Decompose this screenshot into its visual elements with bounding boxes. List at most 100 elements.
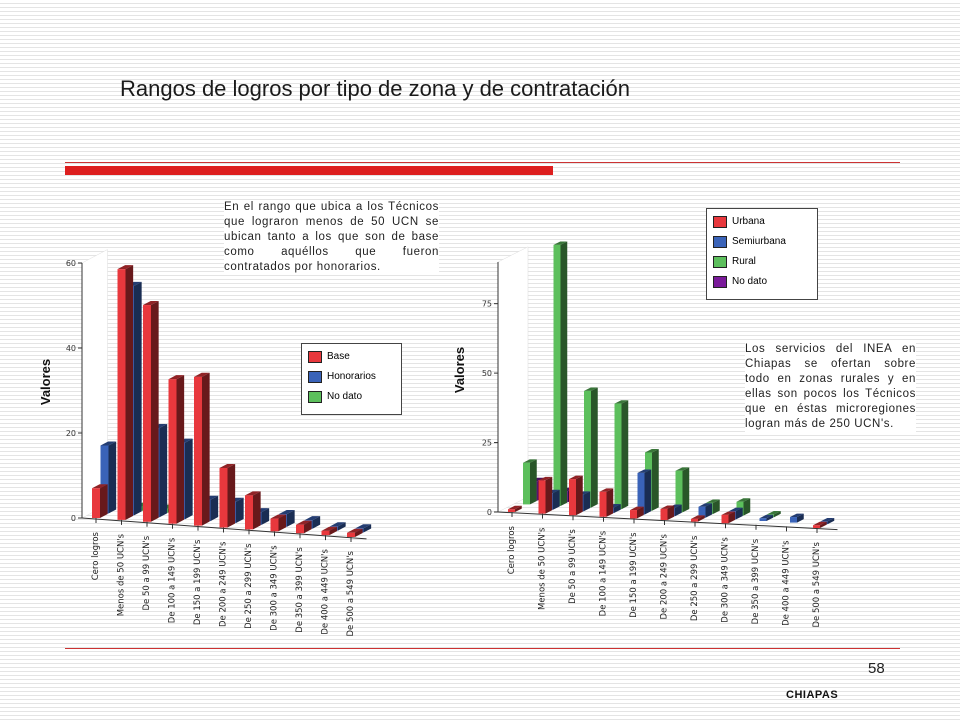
x-tick-label: De 300 a 349 UCN's [721, 537, 731, 623]
legend-swatch [308, 370, 322, 383]
bar-side [125, 265, 134, 520]
x-tick-label: De 350 a 399 UCN's [295, 547, 305, 633]
bar-rural-de-100-a-149-ucn-s [614, 400, 629, 510]
bar-top [569, 475, 583, 480]
bar-side [159, 424, 168, 518]
bar-top [584, 387, 598, 391]
legend-swatch [308, 350, 322, 363]
bar-side [312, 516, 321, 529]
bar-side [515, 505, 522, 512]
bar-side [261, 508, 270, 525]
bar-side [151, 301, 159, 522]
x-axis-line [497, 511, 838, 531]
x-tick-label: De 50 a 99 UCN's [142, 535, 152, 610]
bar-rural-de-200-a-249-ucn-s [675, 467, 690, 513]
bar-side [820, 521, 827, 528]
bar-urbana-de-200-a-249-ucn-s [660, 505, 675, 520]
x-tick-label: De 250 a 299 UCN's [244, 543, 254, 629]
bar-top [355, 524, 372, 529]
bar-side [560, 241, 568, 507]
legend-label: Base [327, 351, 350, 362]
bar-semiurbana-de-250-a-299-ucn-s [698, 503, 713, 518]
bar-front [92, 488, 100, 518]
y-tick-label: 20 [66, 429, 76, 438]
bar-front [117, 269, 126, 520]
bar-front [270, 518, 279, 532]
bar-front [321, 530, 330, 536]
bar-side [797, 513, 804, 523]
bar-urbana-cero-logros [508, 505, 522, 512]
bar-side [236, 497, 244, 523]
y-axis-label: Valores [452, 347, 467, 393]
bar-top [553, 241, 568, 245]
bar-urbana-de-150-a-199-ucn-s [630, 506, 644, 519]
legend-label: Honorarios [327, 371, 376, 382]
bar-front [698, 506, 706, 518]
page-number: 58 [868, 660, 885, 677]
bar-side [667, 505, 675, 520]
x-tick-label: De 500 a 549 UCN's [346, 550, 356, 636]
bar-side [736, 507, 743, 520]
bar-front [759, 518, 767, 521]
bar-top [194, 372, 210, 377]
bar-front [675, 470, 683, 513]
chart-zone-type: 0 25 50 75 Valores Cero logros Menos de 50 UCN… [452, 241, 838, 628]
x-tick-label: Cero logros [91, 531, 101, 580]
bar-front [813, 525, 820, 528]
legend-item: No dato [713, 274, 817, 289]
bar-top [759, 514, 774, 519]
bar-side [766, 514, 774, 521]
bar-base-de-150-a-199-ucn-s [194, 372, 210, 526]
x-tick-label: De 200 a 249 UCN's [219, 541, 229, 627]
bar-front [245, 495, 253, 530]
bar-front [660, 508, 668, 520]
bar-top [219, 463, 236, 468]
x-tick-label: De 400 a 449 UCN's [321, 549, 331, 635]
bar-top [660, 505, 675, 509]
y-tick-label: 40 [66, 344, 76, 353]
bar-side [278, 514, 287, 532]
bar-side [329, 526, 338, 536]
legend-contract-type: Base Honorarios No dato [301, 343, 402, 415]
bar-front [630, 510, 637, 519]
bar-front [219, 468, 228, 528]
bar-top [92, 484, 108, 489]
legend-item: Honorarios [308, 369, 401, 384]
slide-title: Rangos de logros por tipo de zona y de c… [120, 76, 630, 101]
bar-side [675, 504, 682, 517]
bar-rural-de-50-a-99-ucn-s [584, 387, 598, 508]
bar-side [583, 491, 591, 512]
bar-side [530, 459, 537, 505]
bar-rural-cero-logros [523, 459, 537, 505]
bar-top [637, 469, 652, 473]
bar-top [523, 459, 537, 463]
legend-swatch [713, 255, 727, 268]
legend-zone-type: Urbana Semiurbana Rural No dato [706, 208, 818, 300]
bar-top [279, 510, 295, 515]
bar-base-de-400-a-449-ucn-s [321, 526, 338, 536]
x-tick-label: De 50 a 99 UCN's [568, 529, 578, 604]
x-axis-line [81, 517, 367, 540]
bar-top [245, 491, 261, 496]
x-tick-label: De 100 a 149 UCN's [599, 530, 609, 616]
bottom-rule [65, 648, 900, 649]
bar-front [100, 445, 109, 514]
bar-side [176, 375, 185, 524]
bar-front [296, 524, 304, 534]
x-tick-label: Cero logros [507, 525, 517, 574]
legend-swatch [713, 215, 727, 228]
y-tick-label: 50 [482, 369, 492, 378]
bar-top [330, 522, 346, 527]
bar-side [644, 469, 652, 515]
bar-front [790, 517, 797, 523]
legend-label: Semiurbana [732, 236, 786, 247]
x-tick-label: De 150 a 199 UCN's [629, 532, 639, 618]
bar-top [721, 511, 736, 515]
bar-top [168, 375, 185, 380]
bar-front [523, 462, 530, 505]
bar-side [705, 503, 713, 518]
bar-base-de-100-a-149-ucn-s [168, 375, 185, 524]
x-tick-label: De 300 a 349 UCN's [270, 545, 280, 631]
bar-front [508, 509, 515, 512]
bar-side [553, 489, 560, 510]
